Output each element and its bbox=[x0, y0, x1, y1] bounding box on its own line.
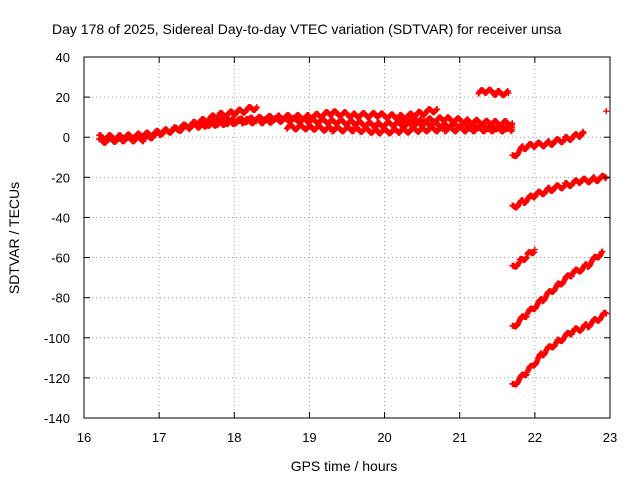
data-points bbox=[96, 86, 610, 388]
x-tick-label: 20 bbox=[377, 430, 391, 445]
y-tick-label: 0 bbox=[63, 130, 70, 145]
data-point bbox=[603, 108, 610, 115]
y-tick-label: -140 bbox=[44, 411, 70, 426]
series-track-6 bbox=[475, 86, 512, 99]
x-tick-label: 16 bbox=[77, 430, 91, 445]
y-tick-label: -20 bbox=[51, 170, 70, 185]
series-track-7 bbox=[509, 128, 587, 160]
y-tick-label: 20 bbox=[56, 90, 70, 105]
y-tick-label: -120 bbox=[44, 371, 70, 386]
chart-title: Day 178 of 2025, Sidereal Day-to-day VTE… bbox=[52, 21, 562, 37]
series-track-11 bbox=[509, 309, 610, 388]
y-tick-label: -60 bbox=[51, 251, 70, 266]
plot-frame bbox=[83, 56, 611, 419]
y-tick-label: -100 bbox=[44, 331, 70, 346]
series-isolated-point bbox=[603, 108, 610, 115]
y-axis-label: SDTVAR / TECUs bbox=[6, 182, 22, 294]
x-tick-label: 19 bbox=[302, 430, 316, 445]
data-point bbox=[599, 248, 606, 255]
data-point bbox=[434, 106, 441, 113]
data-point bbox=[505, 90, 512, 97]
y-tick-label: -40 bbox=[51, 210, 70, 225]
series-track-10 bbox=[509, 248, 606, 330]
y-tick-label: 40 bbox=[56, 50, 70, 65]
axes: 16 17 18 19 20 21 22 23 -140 -120 -100 -80 -60 -40 -20… bbox=[44, 50, 617, 445]
series-track-8 bbox=[509, 172, 610, 211]
series-track-5 bbox=[396, 114, 516, 129]
x-tick-label: 21 bbox=[452, 430, 466, 445]
x-tick-label: 22 bbox=[528, 430, 542, 445]
x-axis-label: GPS time / hours bbox=[291, 458, 398, 474]
y-tick-label: -80 bbox=[51, 291, 70, 306]
data-point bbox=[603, 310, 610, 317]
series-track-9 bbox=[509, 246, 538, 270]
x-tick-label: 23 bbox=[603, 430, 617, 445]
data-point bbox=[253, 104, 260, 111]
series-track-4 bbox=[283, 121, 516, 137]
data-point bbox=[509, 120, 516, 127]
data-point bbox=[531, 246, 538, 253]
x-tick-label: 17 bbox=[152, 430, 166, 445]
data-point bbox=[580, 130, 587, 137]
x-tick-label: 18 bbox=[227, 430, 241, 445]
